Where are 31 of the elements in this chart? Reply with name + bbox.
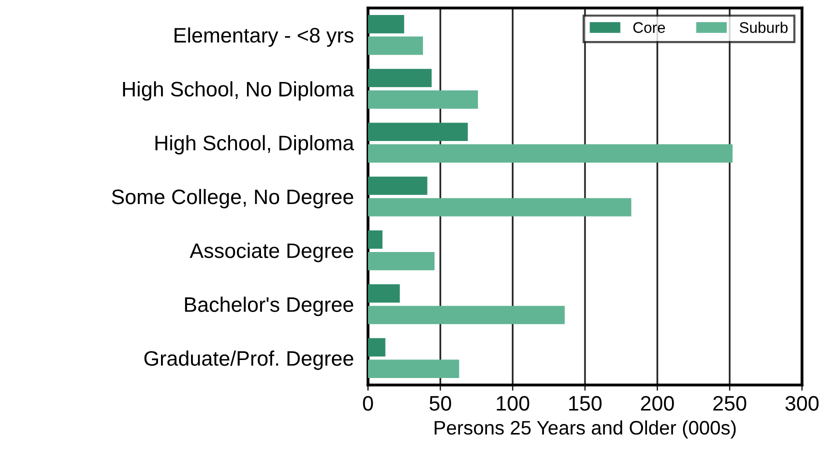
x-tick-label: 150 [569, 396, 602, 411]
bar [368, 36, 423, 55]
x-tick-label: 50 [430, 396, 452, 411]
y-tick-label: High School, No Diploma [123, 81, 354, 101]
bar [368, 360, 460, 378]
y-tick-label: Graduate/Prof. Degree [144, 350, 354, 370]
y-tick-label: High School, Diploma [156, 135, 354, 155]
bar [368, 176, 428, 195]
legend-label: Core [633, 22, 665, 33]
bar [368, 306, 565, 324]
x-tick-label: 0 [363, 396, 373, 411]
bar [368, 284, 400, 303]
legend-label: Suburb [740, 22, 788, 33]
x-tick-label: 300 [785, 396, 819, 411]
x-tick-label: 200 [641, 396, 674, 411]
y-tick-label: Associate Degree [190, 242, 354, 262]
bar [368, 230, 382, 249]
y-tick-label: Some College, No Degree [112, 188, 354, 208]
bar [368, 90, 478, 109]
bar [368, 15, 404, 34]
bar [368, 144, 733, 163]
bar [368, 252, 435, 270]
bar [368, 68, 432, 88]
bar [368, 198, 632, 216]
x-tick-label: 100 [496, 396, 530, 411]
bar [368, 122, 468, 142]
y-tick-label: Bachelor's Degree [185, 296, 354, 316]
y-tick-label: Elementary - <8 yrs [174, 27, 354, 47]
x-tick-label: 250 [713, 396, 746, 411]
bar [368, 338, 386, 356]
x-axis-title: Persons 25 Years and Older (000s) [434, 420, 736, 439]
